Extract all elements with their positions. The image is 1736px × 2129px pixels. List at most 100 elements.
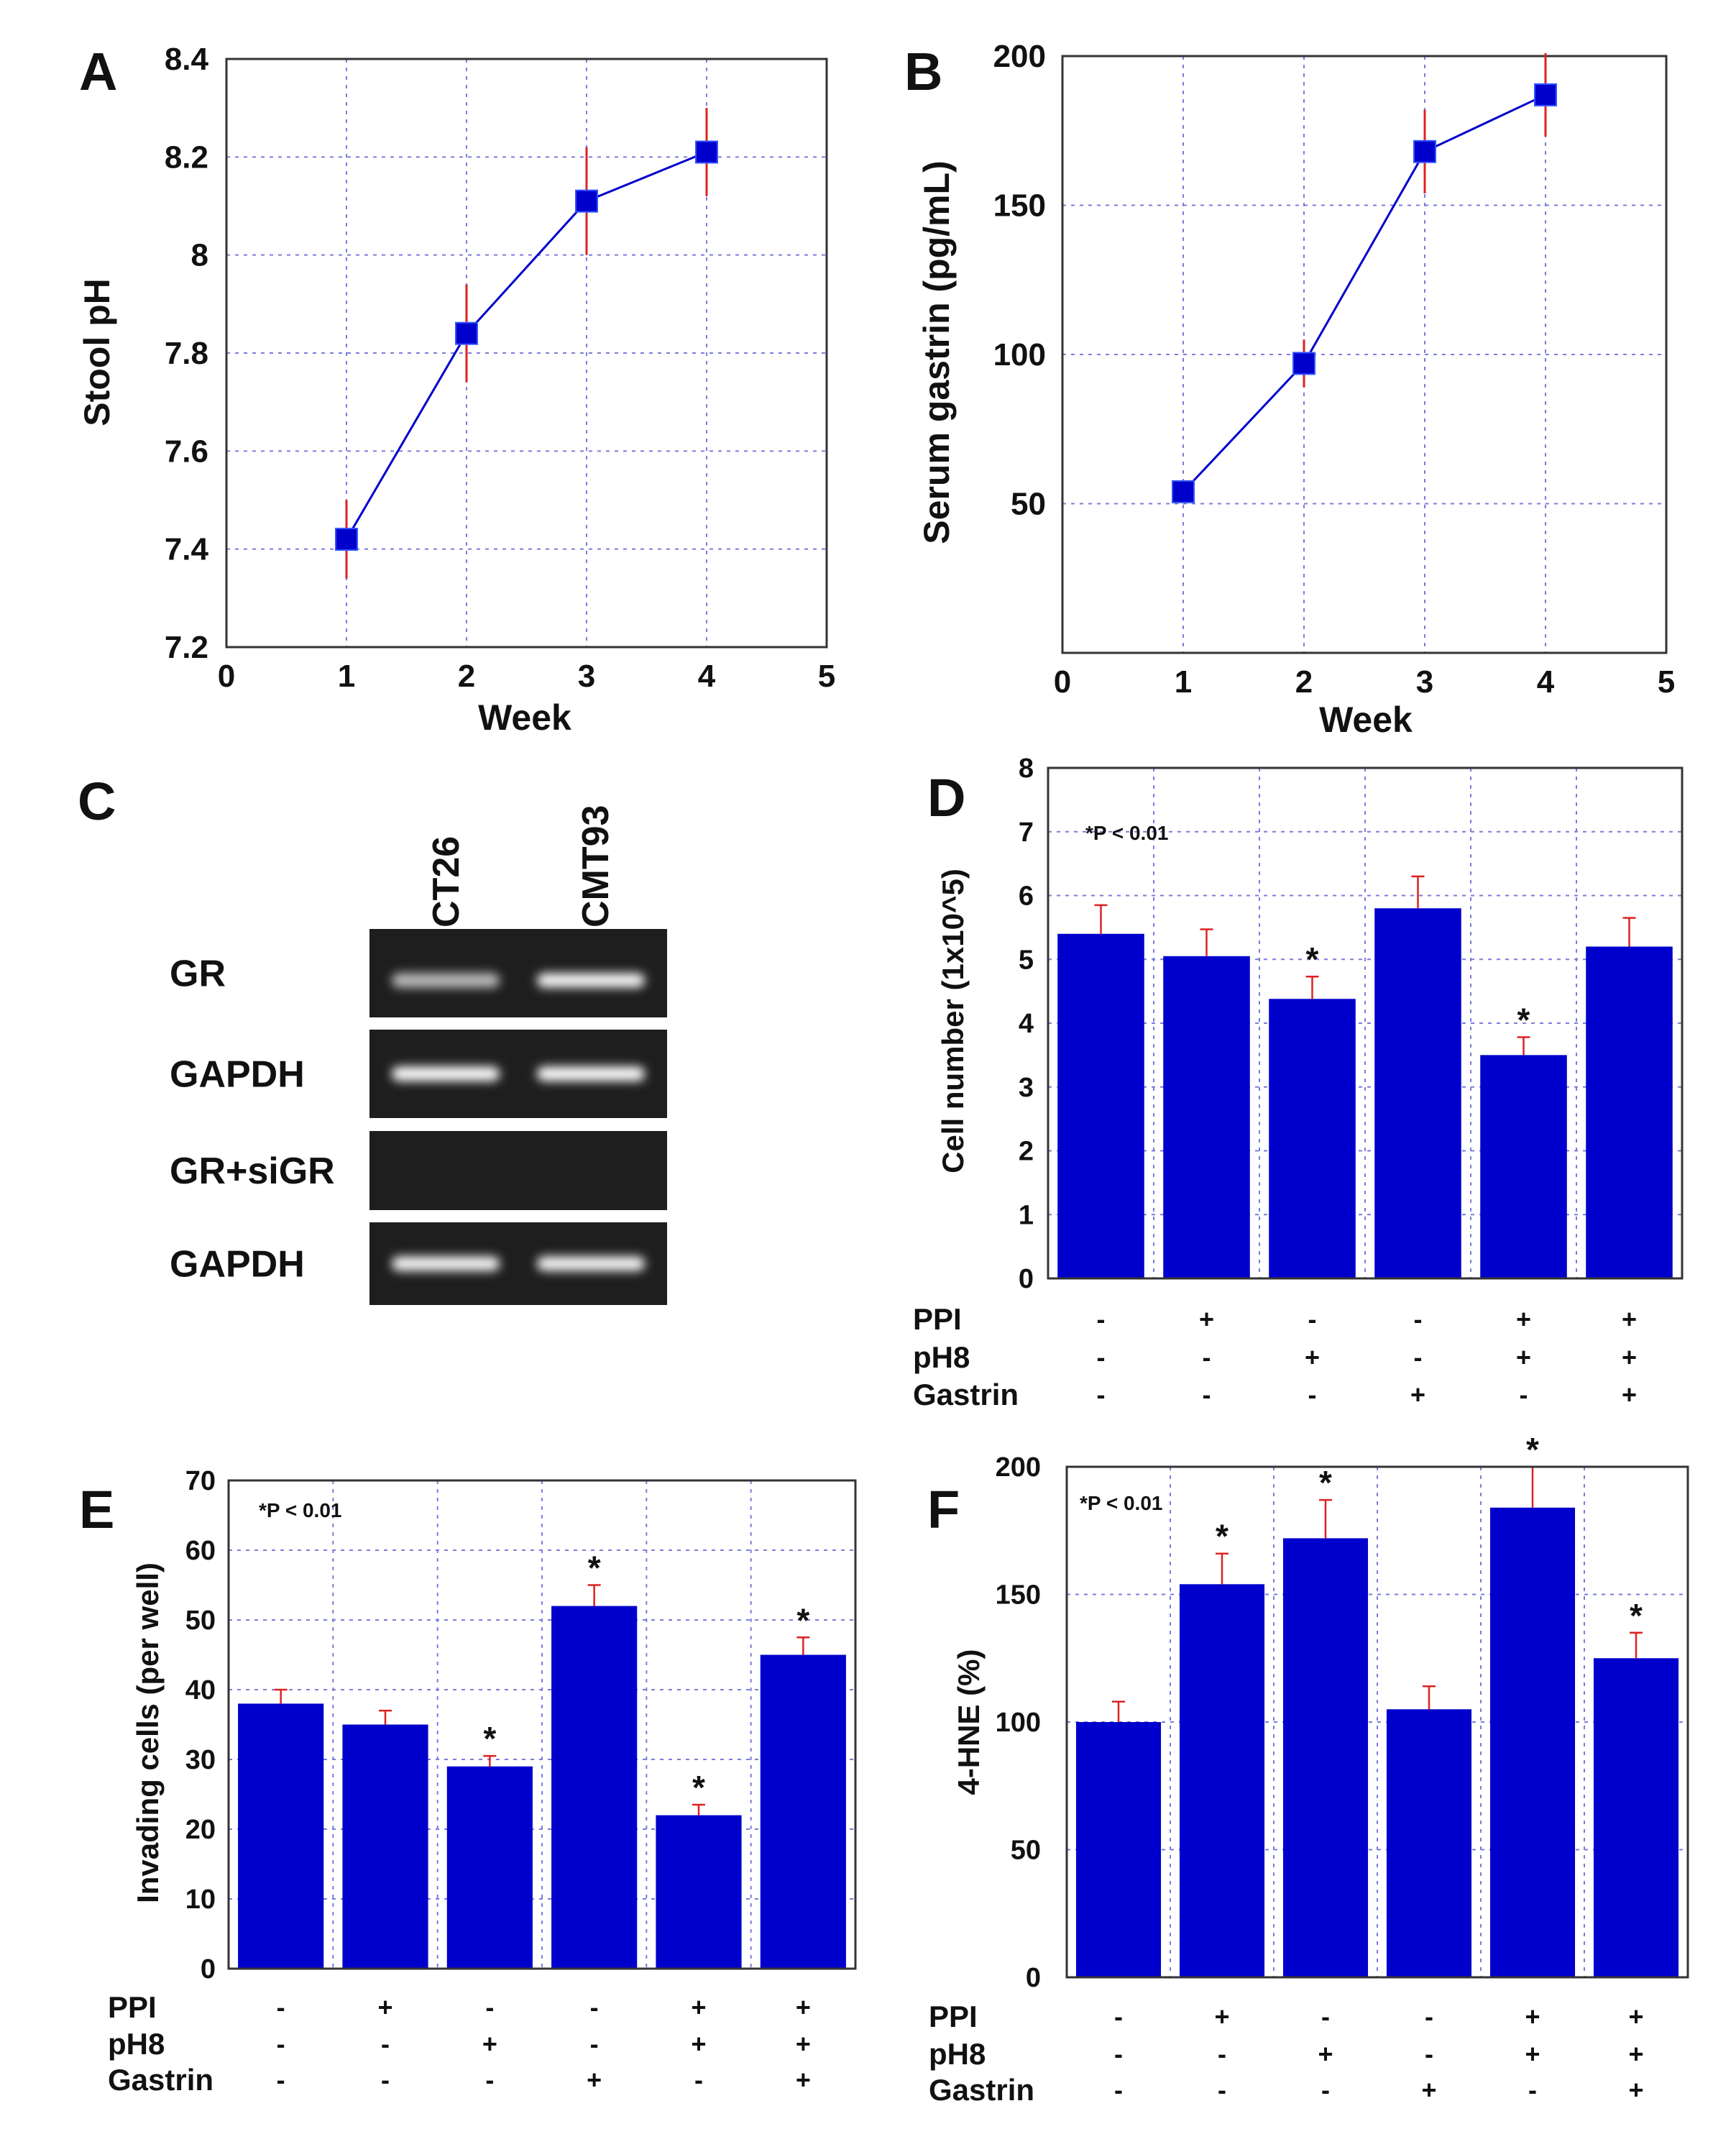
- treatment-mark: -: [1321, 2075, 1330, 2105]
- y-tick-label: 3: [1019, 1073, 1034, 1103]
- treatment-mark: -: [277, 2029, 285, 2059]
- x-tick-label: 0: [218, 659, 235, 694]
- treatment-mark: +: [1214, 2002, 1229, 2031]
- y-tick-label: 7.8: [165, 336, 208, 371]
- y-tick-label: 150: [996, 1580, 1041, 1611]
- data-point: [695, 140, 718, 164]
- treatment-mark: -: [1203, 1380, 1211, 1409]
- lane-label: CT26: [426, 836, 467, 928]
- treatment-mark: +: [482, 2029, 497, 2059]
- treatment-mark: +: [1410, 1380, 1425, 1409]
- treatment-mark: -: [381, 2029, 390, 2059]
- treatment-mark: +: [796, 1992, 811, 2022]
- panel-letter-a: A: [79, 42, 117, 101]
- plot-frame: [1047, 766, 1684, 1280]
- treatment-mark: +: [1525, 2039, 1540, 2069]
- chart-f: * * * * 0 50 100 150 200 4-HNE (%) F *P < 0.01 PPI - +…: [927, 1431, 1689, 2107]
- treatment-label: PPI: [913, 1302, 962, 1336]
- y-tick-label: 150: [993, 188, 1046, 224]
- panel-letter-e: E: [79, 1480, 114, 1539]
- treatment-mark: +: [1318, 2039, 1333, 2069]
- treatment-mark: -: [1425, 2002, 1433, 2031]
- bar: [238, 1703, 324, 1969]
- gel-band: [392, 1256, 500, 1271]
- chart-e: * * * * 0 10 20 30 40 50 60 70 Invading cells (per w…: [79, 1466, 857, 2097]
- gel-panel-c: C CT26 CMT93 GR GAPDH GR+siGR GAPDH: [78, 772, 667, 1305]
- y-tick-label: 10: [185, 1885, 216, 1915]
- y-tick-label: 7: [1019, 818, 1034, 848]
- bar: [1586, 946, 1673, 1278]
- significance-star: *: [1526, 1431, 1539, 1468]
- y-tick-label: 7.6: [165, 434, 208, 469]
- y-tick-label: 50: [185, 1606, 216, 1636]
- data-point: [575, 189, 598, 213]
- bar: [446, 1766, 533, 1969]
- treatment-mark: +: [1628, 2039, 1643, 2069]
- data-point: [455, 321, 478, 345]
- y-tick-label: 70: [185, 1466, 216, 1496]
- chart-d: * * 0 1 2 3 4 5 6 7 8 Cell number (1x10^5) D *P < 0.0…: [913, 754, 1684, 1411]
- y-tick-label: 8: [1019, 754, 1034, 784]
- treatment-label: PPI: [929, 2000, 978, 2033]
- x-tick-label: 5: [818, 659, 835, 694]
- y-tick-label: 60: [185, 1536, 216, 1566]
- treatment-mark: -: [1308, 1380, 1317, 1409]
- significance-star: *: [588, 1549, 601, 1587]
- significance-star: *: [1630, 1597, 1643, 1634]
- lane-label: CMT93: [575, 805, 617, 928]
- x-tick-label: 1: [1175, 664, 1192, 700]
- treatment-mark: -: [1114, 2075, 1123, 2105]
- plot-frame: [1065, 1465, 1689, 1979]
- treatment-mark: -: [1308, 1304, 1317, 1334]
- treatment-mark: -: [1218, 2039, 1226, 2069]
- treatment-mark: +: [1516, 1342, 1531, 1372]
- data-point: [335, 528, 358, 551]
- bar: [1386, 1709, 1472, 1977]
- y-tick-label: 200: [993, 39, 1046, 74]
- treatment-mark: -: [1097, 1380, 1106, 1409]
- bar: [760, 1654, 846, 1969]
- gel-band: [537, 973, 645, 988]
- x-tick-label: 2: [1295, 664, 1313, 700]
- significance-star: *: [1319, 1464, 1332, 1501]
- treatment-mark: +: [1421, 2075, 1436, 2105]
- treatment-mark: +: [1516, 1304, 1531, 1334]
- treatment-mark: +: [1525, 2002, 1540, 2031]
- treatment-mark: -: [1321, 2002, 1330, 2031]
- treatment-mark: +: [587, 2065, 602, 2094]
- panel-letter-c: C: [78, 772, 116, 831]
- plot-frame: [225, 58, 828, 649]
- gel-strip: [369, 1131, 667, 1210]
- y-tick-label: 0: [1019, 1264, 1034, 1294]
- y-tick-label: 7.4: [165, 532, 209, 567]
- significance-star: *: [483, 1720, 496, 1757]
- treatment-mark: -: [590, 2029, 599, 2059]
- y-tick-label: 0: [1026, 1963, 1041, 1993]
- treatment-label: pH8: [913, 1340, 970, 1374]
- y-tick-label: 1: [1019, 1200, 1034, 1230]
- treatment-mark: -: [1414, 1304, 1423, 1334]
- treatment-mark: -: [381, 2065, 390, 2094]
- x-tick-label: 0: [1054, 664, 1071, 700]
- treatment-mark: +: [1199, 1304, 1214, 1334]
- treatment-mark: +: [691, 2029, 706, 2059]
- treatment-label: Gastrin: [913, 1378, 1019, 1411]
- y-tick-label: 20: [185, 1815, 216, 1845]
- x-tick-label: 3: [1416, 664, 1433, 700]
- x-axis-title: Week: [478, 697, 571, 738]
- bar: [1282, 1538, 1369, 1977]
- bar: [1269, 999, 1356, 1278]
- y-tick-label: 0: [201, 1954, 216, 1984]
- panel-letter-b: B: [904, 42, 942, 101]
- gel-row-label: GR: [170, 953, 226, 995]
- treatment-mark: -: [1114, 2002, 1123, 2031]
- plot-frame: [1061, 55, 1668, 654]
- series-line: [345, 151, 707, 540]
- bar: [1179, 1584, 1265, 1977]
- gel-row-label: GAPDH: [170, 1244, 305, 1286]
- significance-note: *P < 0.01: [1085, 822, 1168, 844]
- y-axis-title: Cell number (1x10^5): [936, 869, 970, 1173]
- treatment-label: PPI: [108, 1990, 157, 2024]
- significance-star: *: [692, 1769, 705, 1806]
- treatment-label: pH8: [108, 2027, 165, 2061]
